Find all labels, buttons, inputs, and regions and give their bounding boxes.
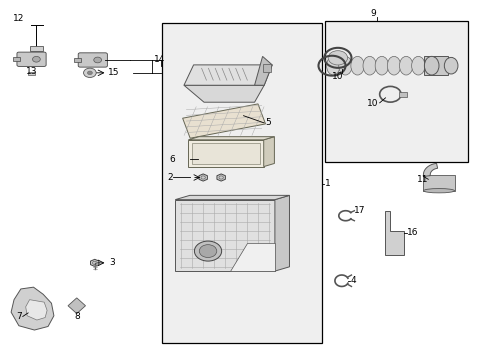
Text: 7: 7 [16, 312, 22, 321]
Bar [74, 58, 81, 62]
Bar [13, 57, 20, 62]
Text: 10: 10 [366, 99, 378, 108]
Text: 17: 17 [354, 206, 365, 215]
Polygon shape [183, 65, 272, 85]
Text: 9: 9 [370, 9, 375, 18]
Text: 12: 12 [13, 14, 25, 23]
Polygon shape [274, 195, 289, 271]
Polygon shape [384, 211, 403, 255]
FancyBboxPatch shape [78, 53, 107, 67]
Polygon shape [199, 174, 207, 181]
Bar [175, 200, 274, 271]
Polygon shape [423, 163, 437, 176]
Ellipse shape [338, 57, 351, 75]
Text: 3: 3 [109, 258, 115, 267]
Polygon shape [183, 85, 264, 102]
Ellipse shape [423, 189, 454, 193]
Polygon shape [188, 137, 274, 140]
Text: 16: 16 [407, 228, 418, 237]
Polygon shape [182, 104, 265, 138]
Text: 6: 6 [169, 155, 175, 164]
Bar [423, 175, 454, 191]
Polygon shape [68, 298, 85, 314]
Text: 14: 14 [153, 55, 164, 64]
Polygon shape [263, 137, 274, 167]
Circle shape [194, 241, 221, 261]
FancyBboxPatch shape [17, 52, 46, 66]
Ellipse shape [411, 57, 424, 75]
Polygon shape [229, 243, 274, 271]
Bar [424, 57, 447, 75]
Bar [262, 64, 271, 72]
Ellipse shape [386, 57, 400, 75]
Ellipse shape [399, 57, 412, 75]
Bar [28, 72, 35, 75]
Polygon shape [175, 195, 289, 200]
Text: 8: 8 [74, 312, 80, 321]
Polygon shape [26, 300, 47, 320]
Bar [324, 21, 467, 162]
Circle shape [32, 57, 40, 62]
Circle shape [199, 245, 216, 257]
Circle shape [327, 51, 347, 65]
Polygon shape [217, 174, 225, 181]
Ellipse shape [350, 57, 364, 75]
Bar [162, 23, 322, 342]
Circle shape [94, 57, 102, 63]
Text: 10: 10 [331, 72, 343, 81]
Ellipse shape [374, 57, 388, 75]
Polygon shape [90, 259, 99, 266]
Text: 5: 5 [265, 118, 271, 127]
Text: 1: 1 [324, 179, 330, 188]
Text: 2: 2 [166, 173, 172, 182]
Text: 15: 15 [108, 68, 120, 77]
Polygon shape [11, 287, 54, 330]
Ellipse shape [362, 57, 376, 75]
Bar [188, 140, 263, 167]
Ellipse shape [326, 57, 339, 75]
Circle shape [87, 71, 92, 75]
Bar [192, 143, 259, 164]
Circle shape [83, 68, 96, 77]
Text: 13: 13 [26, 67, 37, 76]
Text: 11: 11 [416, 175, 427, 184]
Polygon shape [254, 57, 272, 85]
Ellipse shape [444, 57, 457, 74]
Ellipse shape [424, 57, 438, 75]
Text: 4: 4 [350, 276, 355, 285]
Bar [30, 46, 43, 51]
Bar [398, 92, 406, 97]
